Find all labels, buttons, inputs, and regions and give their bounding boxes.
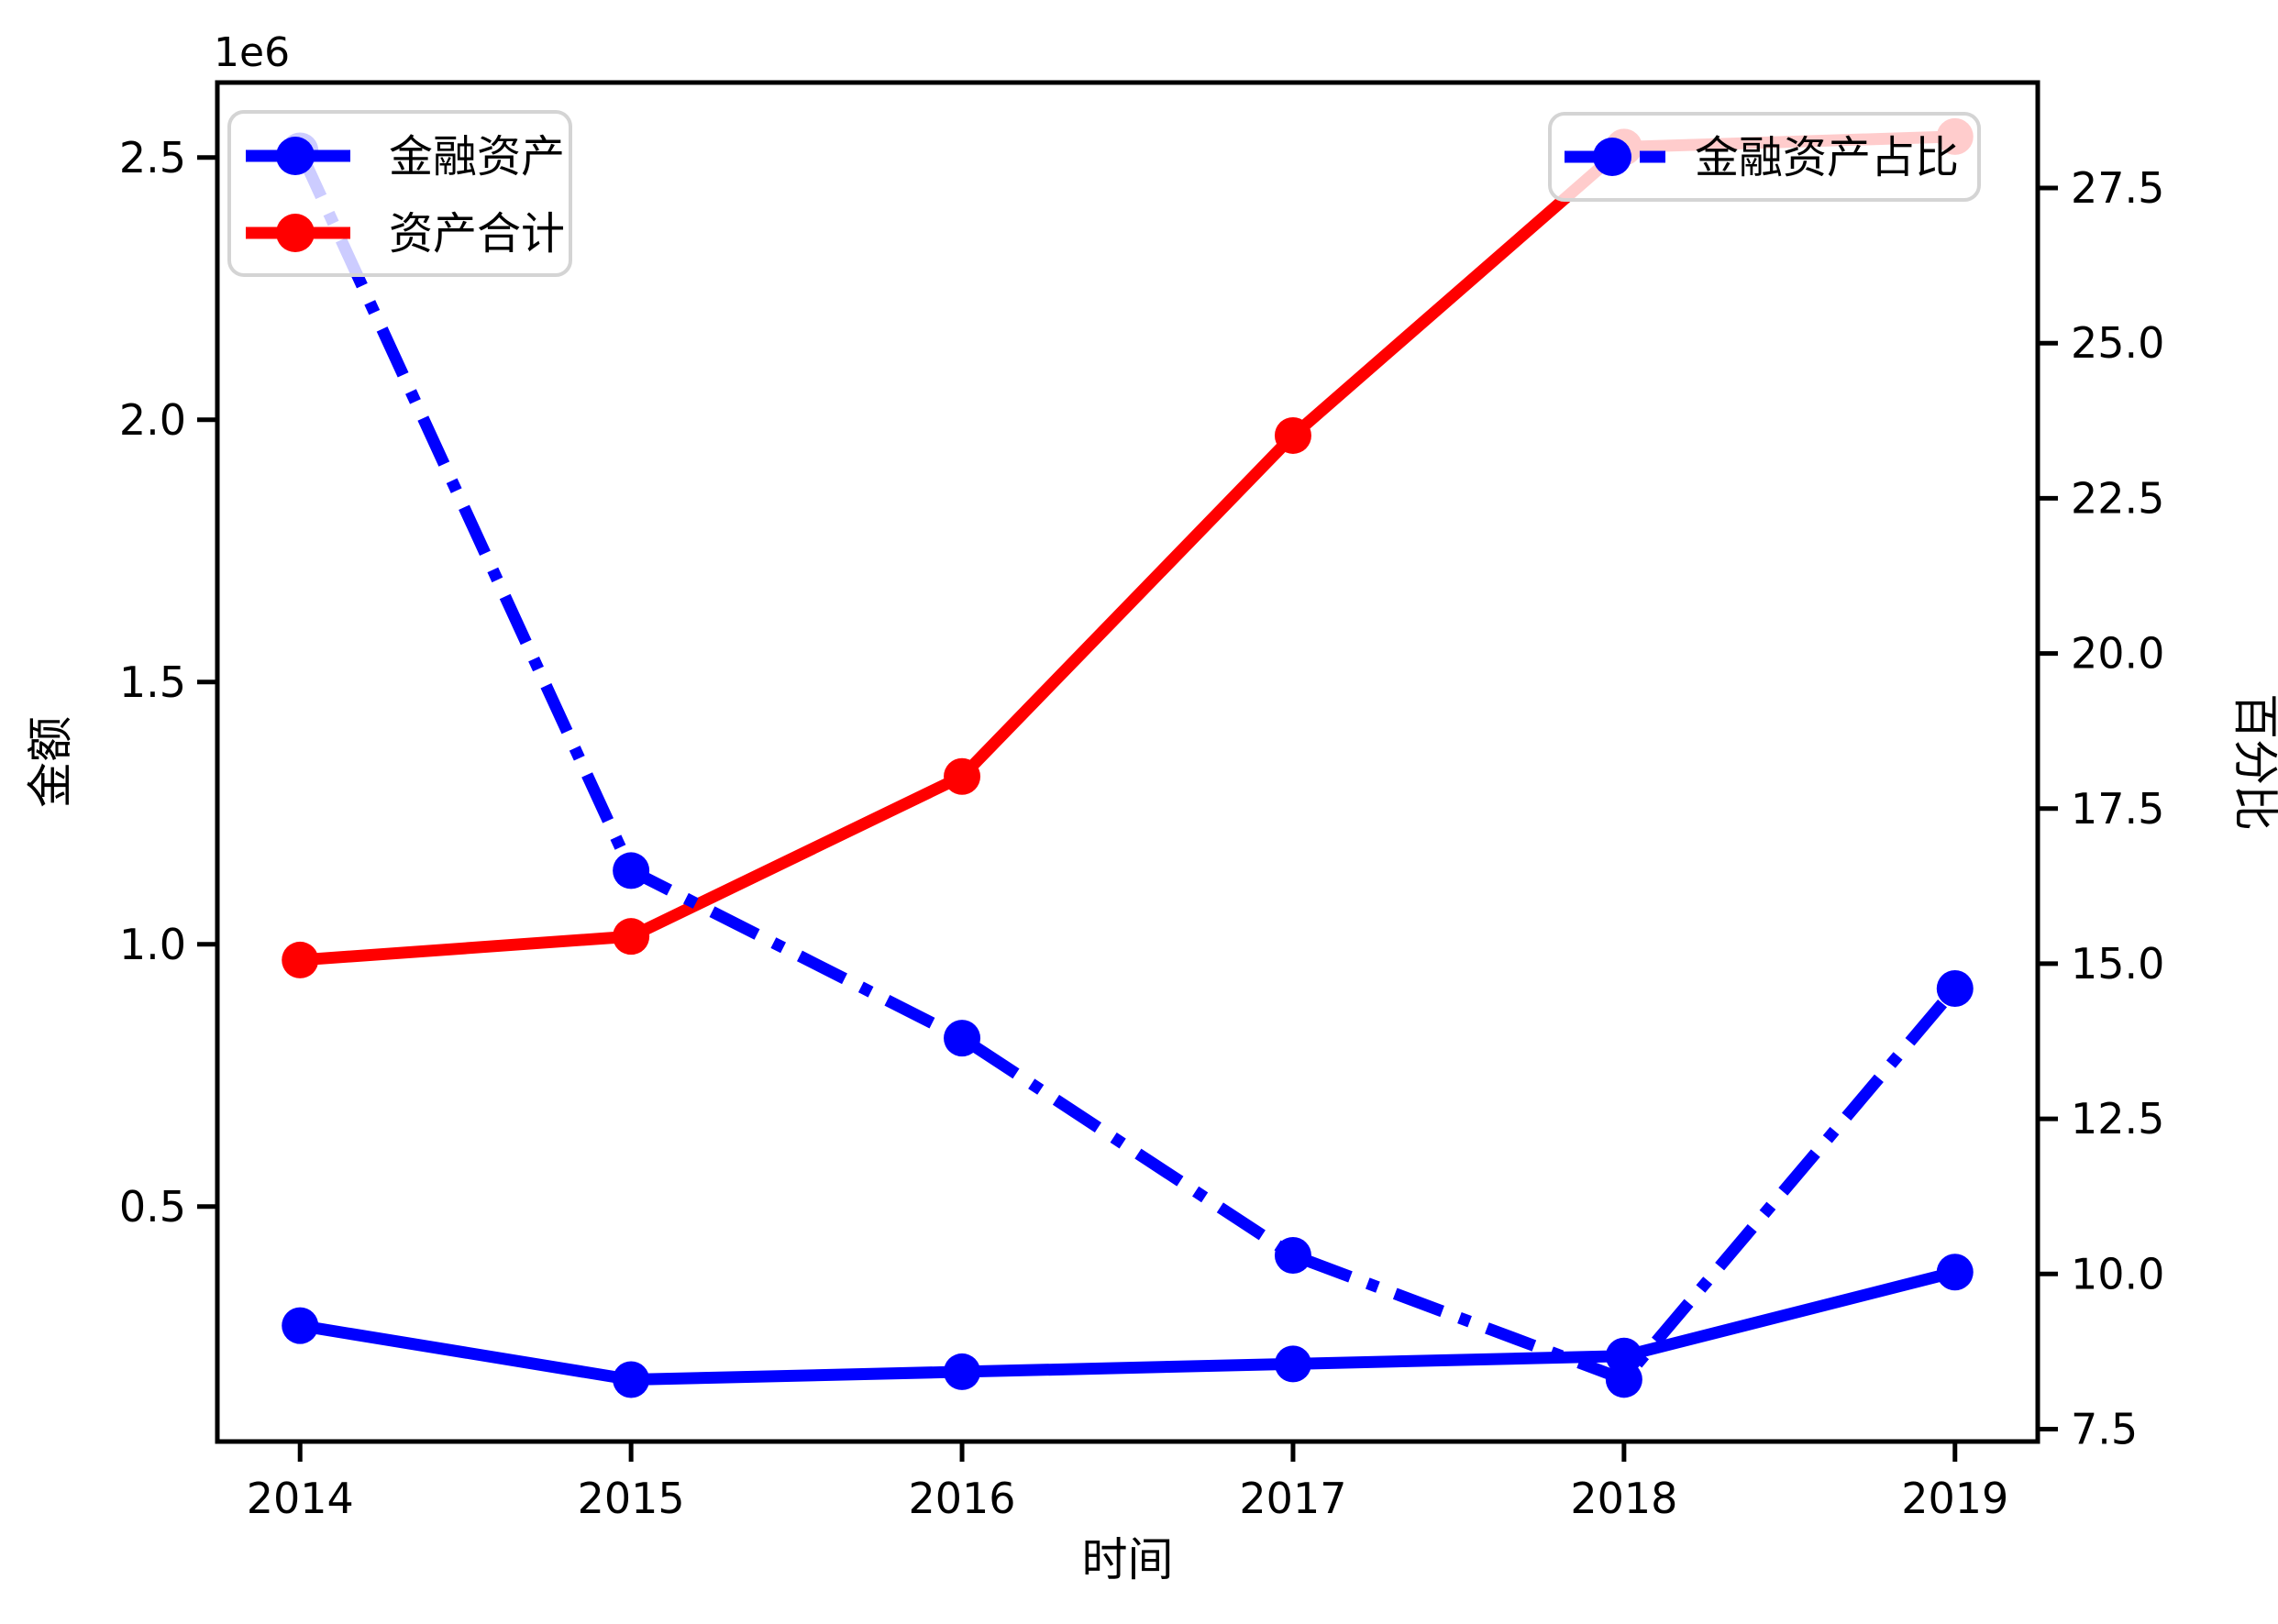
x-tick-label: 2019 <box>1901 1474 2008 1523</box>
data-point-金融资产 <box>1274 1345 1311 1383</box>
y-right-tick-label: 25.0 <box>2071 318 2164 368</box>
x-tick-label: 2017 <box>1239 1474 1346 1523</box>
y-right-tick-label: 17.5 <box>2071 784 2164 834</box>
data-point-金融资产 <box>282 1307 319 1344</box>
y-left-tick-label: 0.5 <box>119 1182 186 1232</box>
y-right-tick-label: 7.5 <box>2071 1404 2138 1453</box>
y-left-tick-label: 1.5 <box>119 657 186 707</box>
legend-right-box <box>1548 112 1981 202</box>
y-left-tick-label: 1.0 <box>119 920 186 969</box>
legend-left-sample-marker <box>276 214 315 252</box>
series-line-金融资产 <box>299 1265 1957 1386</box>
y-left-tick-label: 2.5 <box>119 133 186 182</box>
y-right-tick-label: 27.5 <box>2071 163 2164 213</box>
legend-left-label: 金融资产 <box>389 131 565 182</box>
data-point-资产合计 <box>282 941 319 978</box>
data-point-金融资产占比 <box>613 852 650 889</box>
legend-left-label: 资产合计 <box>389 208 565 260</box>
y-right-tick-label: 10.0 <box>2071 1249 2164 1298</box>
series-line-金融资产占比 <box>294 148 1960 1387</box>
y-right-tick-label: 22.5 <box>2071 473 2164 523</box>
data-point-资产合计 <box>944 757 981 795</box>
x-tick-label: 2018 <box>1570 1474 1677 1523</box>
offset-text-1e6: 1e6 <box>214 29 290 76</box>
y-left-tick-label: 2.0 <box>119 395 186 445</box>
x-tick-label: 2015 <box>578 1474 685 1523</box>
data-point-金融资产占比 <box>1936 970 1974 1007</box>
legend-right-label: 金融资产占比 <box>1695 132 1959 183</box>
data-point-金融资产占比 <box>1605 1361 1642 1398</box>
axes-spines <box>215 80 2040 1444</box>
data-point-资产合计 <box>1274 416 1311 454</box>
data-point-金融资产占比 <box>944 1020 981 1057</box>
y-right-tick-label: 12.5 <box>2071 1094 2164 1143</box>
data-point-金融资产占比 <box>1274 1236 1311 1274</box>
data-point-金融资产 <box>613 1361 650 1398</box>
data-point-金融资产 <box>1936 1254 1974 1291</box>
x-tick-label: 2016 <box>909 1474 1016 1523</box>
data-point-资产合计 <box>613 918 650 956</box>
x-tick-label: 2014 <box>247 1474 354 1523</box>
legend-left-sample-marker <box>276 137 315 175</box>
x-axis-label: 时间 <box>1082 1533 1174 1586</box>
data-point-金融资产 <box>944 1353 981 1390</box>
y-right-tick-label: 20.0 <box>2071 629 2164 679</box>
y-right-axis-label: 百分比 <box>2228 693 2278 831</box>
y-left-axis-label: 金额 <box>24 716 77 808</box>
y-right-tick-label: 15.0 <box>2071 939 2164 989</box>
legend-right-sample-marker <box>1593 138 1631 176</box>
